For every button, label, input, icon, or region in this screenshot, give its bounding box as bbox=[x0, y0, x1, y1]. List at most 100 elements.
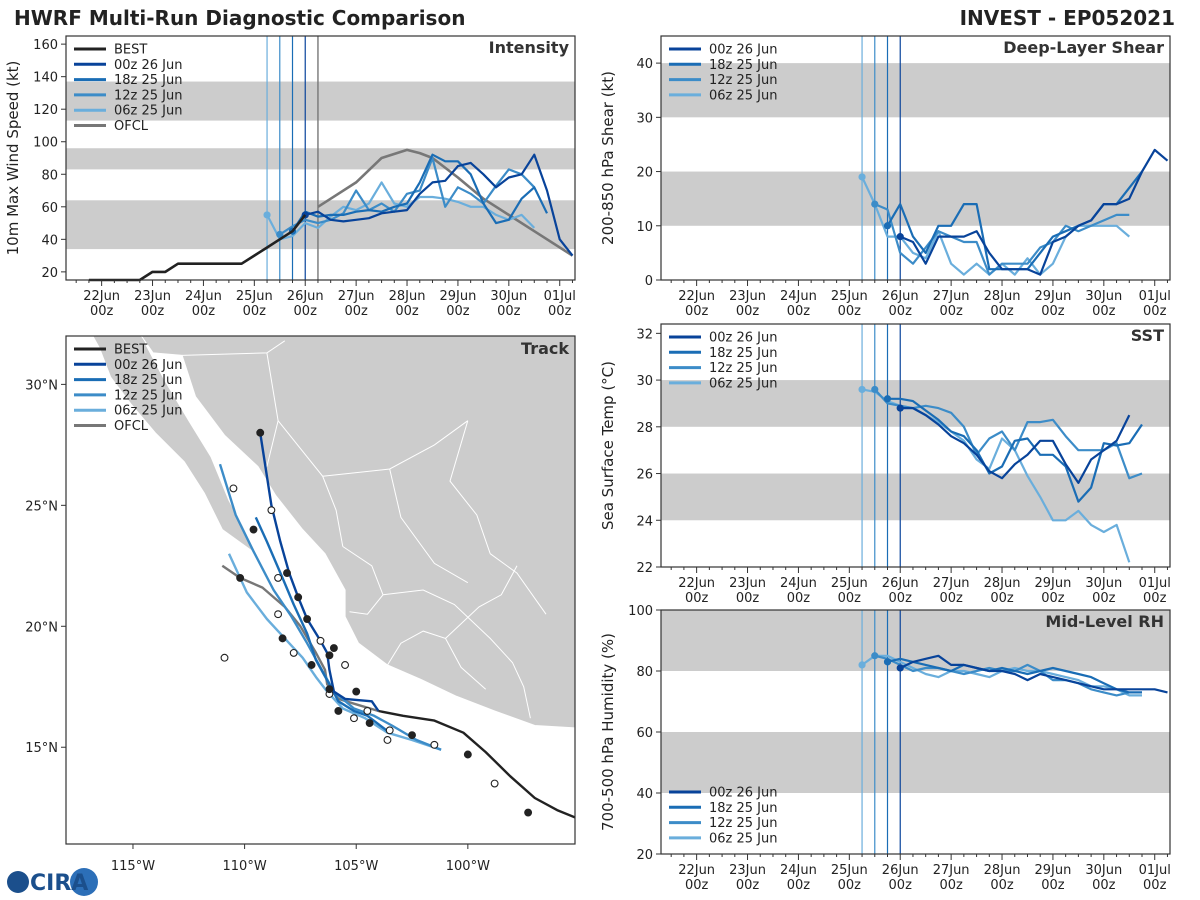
init-point-00z-26-jun bbox=[896, 404, 904, 412]
y-tick-label-80: 80 bbox=[41, 168, 58, 183]
init-point-12z-25-jun bbox=[871, 652, 879, 660]
legend-label-00z-26-jun: 00z 26 Jun bbox=[709, 786, 778, 801]
init-point-06z-25-jun bbox=[858, 661, 866, 669]
legend-label-06z-25-jun: 06z 25 Jun bbox=[114, 404, 183, 419]
x-tick-hour-24jun: 00z bbox=[192, 304, 216, 319]
border-tamaulipas-veracruz bbox=[489, 553, 547, 615]
rh-panel: 2040608010022Jun00z23Jun00z24Jun00z25Jun… bbox=[599, 604, 1171, 893]
x-tick-date-29jun: 29Jun bbox=[1035, 289, 1072, 304]
shade-band-1 bbox=[66, 148, 575, 170]
x-tick-date-23jun: 23Jun bbox=[729, 863, 766, 878]
shade-band-2 bbox=[66, 81, 575, 121]
track-marker-filled-0 bbox=[524, 808, 533, 817]
lat-tick-label-20-n: 20°N bbox=[25, 620, 58, 635]
legend-label-ofcl: OFCL bbox=[114, 119, 149, 134]
x-tick-date-27jun: 27Jun bbox=[933, 863, 970, 878]
x-tick-hour-25jun: 00z bbox=[243, 304, 267, 319]
x-tick-date-24jun: 24Jun bbox=[185, 289, 222, 304]
y-tick-label-28: 28 bbox=[636, 421, 653, 436]
y-tick-label-60: 60 bbox=[636, 726, 653, 741]
y-tick-label-30: 30 bbox=[636, 111, 653, 126]
x-tick-date-22jun: 22Jun bbox=[678, 289, 715, 304]
track-marker-filled-16 bbox=[283, 569, 291, 578]
y-axis-label: 200-850 hPa Shear (kt) bbox=[599, 71, 617, 245]
y-tick-label-40: 40 bbox=[636, 787, 653, 802]
x-tick-date-22jun: 22Jun bbox=[678, 576, 715, 591]
track-marker-filled-19 bbox=[256, 428, 265, 437]
y-tick-label-80: 80 bbox=[636, 665, 653, 680]
y-axis-label: 10m Max Wind Speed (kt) bbox=[4, 61, 22, 256]
legend-label-12z-25-jun: 12z 25 Jun bbox=[114, 88, 183, 103]
legend-label-00z-26-jun: 00z 26 Jun bbox=[709, 43, 778, 58]
init-point-00z-26-jun bbox=[896, 233, 904, 241]
track-marker-open-27 bbox=[341, 661, 350, 669]
x-tick-hour-26jun: 00z bbox=[889, 878, 913, 893]
x-tick-hour-01jul: 00z bbox=[548, 304, 572, 319]
series-line-00z-26-jun bbox=[304, 153, 574, 257]
lon-tick-label-105-w: 105°W bbox=[334, 859, 378, 874]
track-frame bbox=[65, 335, 576, 845]
track-line-best bbox=[378, 709, 575, 819]
x-tick-date-25jun: 25Jun bbox=[831, 289, 868, 304]
init-point-18z-25-jun bbox=[883, 222, 892, 230]
series-line-00z-26-jun bbox=[899, 148, 1169, 276]
x-tick-date-30jun: 30Jun bbox=[1085, 863, 1122, 878]
init-point-18z-25-jun bbox=[883, 395, 892, 403]
x-tick-date-30jun: 30Jun bbox=[1085, 289, 1122, 304]
legend-label-12z-25-jun: 12z 25 Jun bbox=[709, 361, 778, 376]
x-tick-hour-29jun: 00z bbox=[1041, 304, 1065, 319]
lon-tick-label-110-w: 110°W bbox=[223, 859, 267, 874]
y-axis-label: Sea Surface Temp (°C) bbox=[599, 361, 617, 530]
lat-tick-label-15-n: 15°N bbox=[25, 741, 58, 756]
y-tick-label-160: 160 bbox=[33, 38, 58, 53]
init-point-06z-25-jun bbox=[858, 173, 866, 181]
x-tick-hour-25jun: 00z bbox=[838, 591, 862, 606]
shade-band-1 bbox=[661, 63, 1170, 118]
track-marker-filled-26 bbox=[307, 661, 316, 669]
border-zacatecas bbox=[389, 468, 469, 584]
y-tick-label-24: 24 bbox=[636, 514, 653, 529]
lat-tick-label-30-n: 30°N bbox=[25, 378, 58, 393]
track-marker-filled-2 bbox=[463, 750, 472, 759]
y-tick-label-100: 100 bbox=[33, 136, 58, 151]
track-marker-filled-22 bbox=[236, 573, 245, 582]
track-line-18z-25-jun bbox=[254, 516, 391, 734]
x-tick-hour-29jun: 00z bbox=[1041, 878, 1065, 893]
x-tick-hour-22jun: 00z bbox=[685, 304, 709, 319]
sst-panel: 22242628303222Jun00z23Jun00z24Jun00z25Ju… bbox=[599, 323, 1171, 606]
track-marker-open-8 bbox=[350, 714, 358, 723]
x-tick-hour-30jun: 00z bbox=[1092, 304, 1116, 319]
x-tick-date-24jun: 24Jun bbox=[780, 289, 817, 304]
y-tick-label-22: 22 bbox=[636, 561, 653, 576]
x-tick-date-30jun: 30Jun bbox=[1085, 576, 1122, 591]
x-tick-hour-25jun: 00z bbox=[838, 878, 862, 893]
x-tick-date-23jun: 23Jun bbox=[729, 576, 766, 591]
x-tick-date-01jul: 01Jul bbox=[544, 289, 576, 304]
right-title: INVEST - EP052021 bbox=[960, 6, 1175, 30]
x-tick-hour-24jun: 00z bbox=[787, 878, 811, 893]
x-tick-hour-24jun: 00z bbox=[787, 304, 811, 319]
y-tick-label-40: 40 bbox=[41, 233, 58, 248]
y-axis-label: 700-500 hPa Humidity (%) bbox=[599, 633, 617, 831]
shade-band-0 bbox=[661, 473, 1170, 521]
x-tick-hour-25jun: 00z bbox=[838, 304, 862, 319]
series-line-00z-26-jun bbox=[900, 407, 1131, 484]
legend-label-12z-25-jun: 12z 25 Jun bbox=[114, 388, 183, 403]
shear-panel: 01020304022Jun00z23Jun00z24Jun00z25Jun00… bbox=[599, 35, 1171, 319]
y-tick-label-140: 140 bbox=[33, 71, 58, 86]
x-tick-hour-23jun: 00z bbox=[141, 304, 165, 319]
lat-tick-label-25-n: 25°N bbox=[25, 499, 58, 514]
track-marker-open-21 bbox=[229, 484, 238, 493]
cira-swirl-icon bbox=[70, 868, 98, 896]
series-line-12z-25-jun bbox=[874, 203, 1130, 276]
x-tick-date-23jun: 23Jun bbox=[134, 289, 171, 304]
border-central-states bbox=[382, 589, 531, 719]
plot-frame bbox=[660, 323, 1171, 568]
init-point-12z-25-jun bbox=[276, 230, 284, 239]
x-tick-hour-27jun: 00z bbox=[939, 304, 963, 319]
track-marker-open-31 bbox=[220, 653, 229, 662]
legend-label-12z-25-jun: 12z 25 Jun bbox=[709, 73, 778, 88]
track-marker-open-25 bbox=[289, 648, 298, 657]
track-marker-open-13 bbox=[316, 636, 325, 645]
legend-label-best: BEST bbox=[114, 43, 147, 58]
